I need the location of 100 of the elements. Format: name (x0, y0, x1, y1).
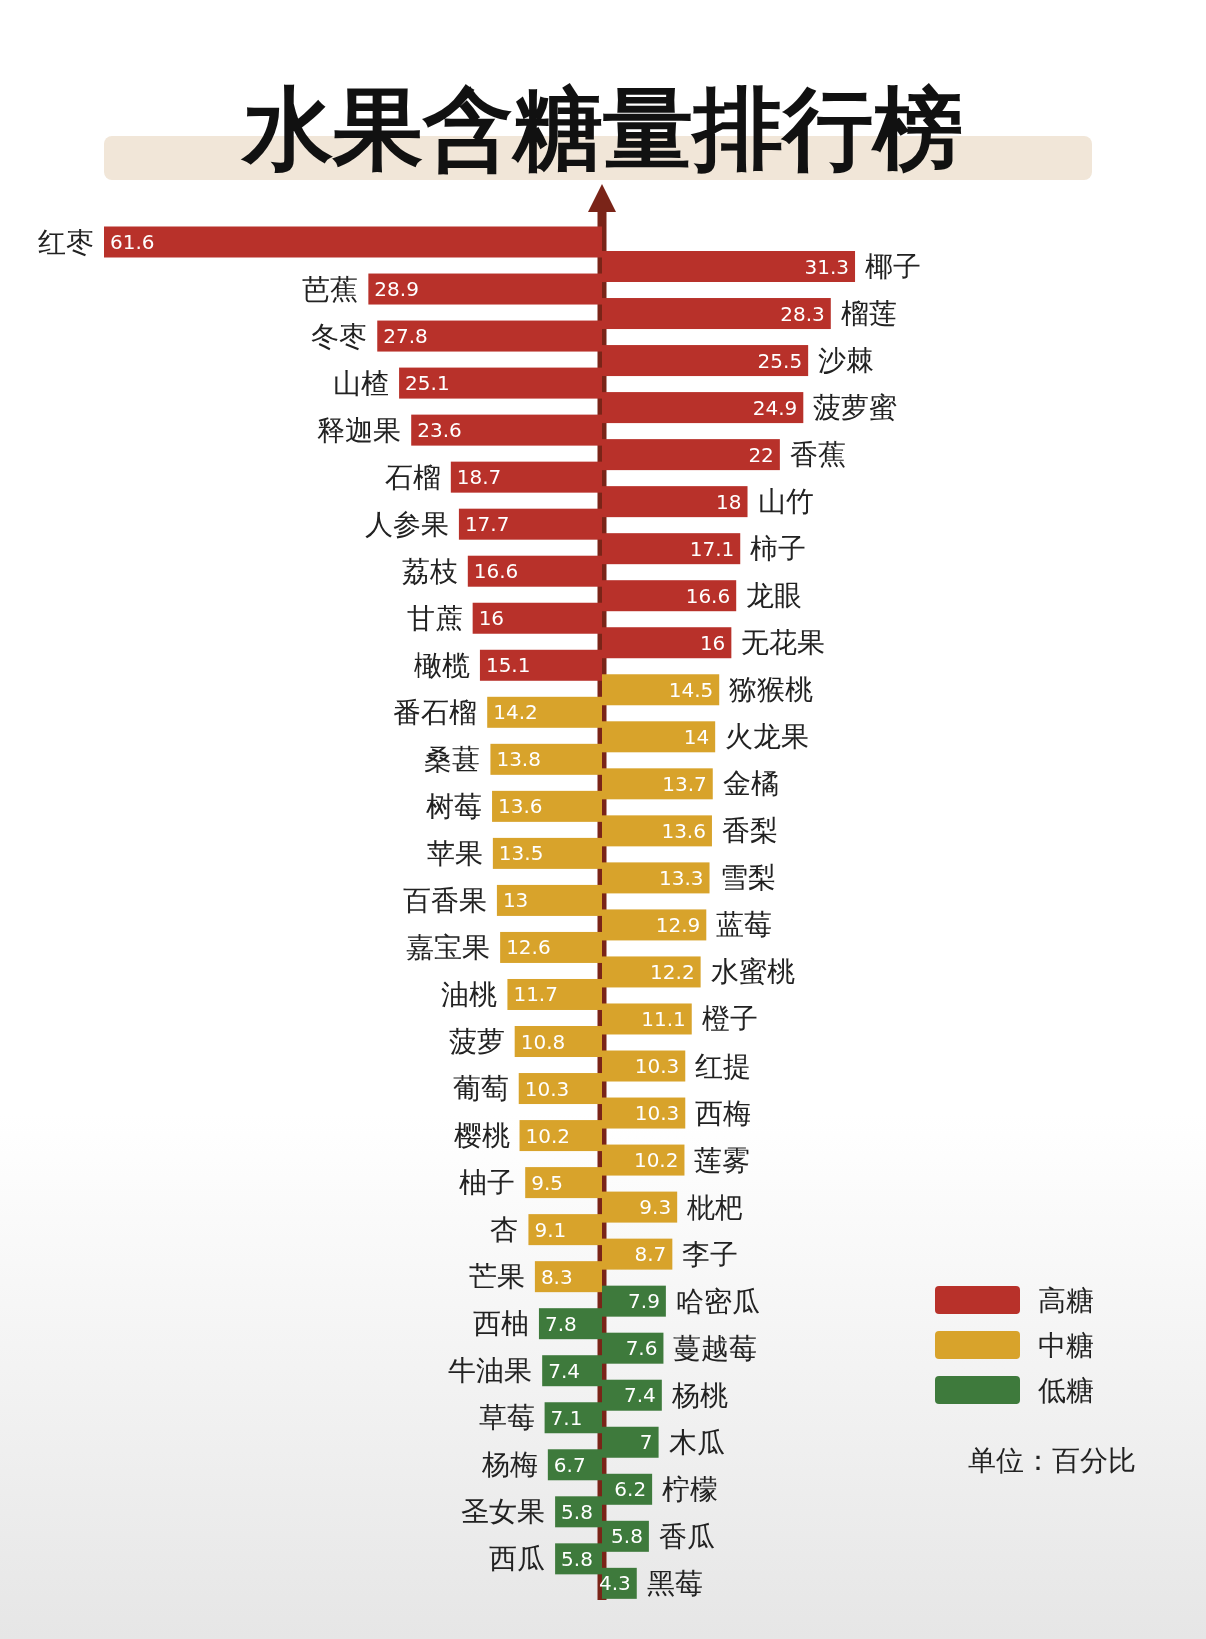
data-label: 17.1 (689, 536, 735, 561)
data-label: 5.8 (611, 1524, 643, 1549)
data-label: 13.5 (498, 841, 544, 866)
data-label: 10.3 (524, 1076, 570, 1101)
data-label: 25.5 (757, 348, 803, 373)
data-label: 5.8 (561, 1499, 593, 1524)
y-tick-label: 山楂 (333, 366, 390, 400)
y-tick-label: 石榴 (384, 460, 441, 494)
data-label: 13.6 (498, 794, 543, 819)
y-tick-label: 牛油果 (448, 1354, 533, 1388)
y-tick-label: 人参果 (364, 507, 449, 541)
data-label: 7.8 (544, 1311, 577, 1336)
y-tick-label: 桑葚 (424, 742, 481, 776)
y-tick-label: 猕猴桃 (729, 673, 814, 707)
data-label: 8.3 (540, 1264, 573, 1289)
data-label: 11.1 (641, 1006, 686, 1031)
data-label: 14.2 (493, 700, 538, 725)
y-tick-label: 西瓜 (489, 1542, 546, 1576)
y-tick-label: 沙棘 (818, 344, 875, 378)
data-label: 61.6 (110, 230, 155, 254)
data-label: 12.9 (655, 912, 701, 937)
data-label: 25.1 (405, 371, 450, 396)
y-tick-label: 杨梅 (480, 1448, 538, 1482)
y-tick-label: 香蕉 (789, 438, 846, 472)
data-label: 7.4 (548, 1358, 580, 1383)
data-label: 6.2 (614, 1477, 647, 1502)
y-tick-label: 嘉宝果 (406, 930, 491, 964)
y-tick-label: 无花果 (741, 626, 826, 660)
y-tick-label: 葡萄 (452, 1072, 509, 1106)
y-tick-label: 苹果 (426, 836, 483, 870)
data-label: 16.6 (685, 583, 731, 608)
y-tick-label: 木瓜 (668, 1425, 725, 1459)
data-label: 7 (639, 1430, 653, 1455)
y-tick-label: 榴莲 (840, 297, 897, 331)
data-label: 7.9 (628, 1289, 660, 1314)
legend-label: 中糖 (1038, 1328, 1094, 1362)
y-tick-label: 橄榄 (413, 648, 470, 682)
y-tick-label: 李子 (682, 1237, 739, 1271)
y-tick-label: 草莓 (478, 1401, 535, 1435)
data-label: 31.3 (804, 254, 850, 279)
data-label: 7.1 (550, 1405, 583, 1430)
y-tick-label: 红提 (695, 1049, 752, 1083)
y-tick-label: 椰子 (865, 250, 922, 283)
y-tick-label: 柠檬 (662, 1472, 719, 1506)
legend-label: 高糖 (1038, 1283, 1094, 1317)
data-label: 10.8 (520, 1029, 566, 1054)
text: 单位：百分比 (968, 1443, 1136, 1477)
data-label: 13.3 (658, 865, 704, 890)
y-tick-label: 芭蕉 (302, 272, 359, 306)
data-label: 23.6 (417, 418, 462, 443)
y-tick-label: 芒果 (468, 1260, 525, 1294)
data-label: 4.3 (598, 1571, 631, 1596)
y-tick-label: 西梅 (695, 1096, 752, 1130)
y-tick-label: 黑莓 (646, 1566, 703, 1600)
data-label: 13.7 (662, 771, 707, 796)
data-label: 28.9 (374, 277, 419, 302)
y-tick-label: 番石榴 (393, 695, 478, 729)
y-tick-label: 柿子 (750, 532, 807, 566)
data-label: 13.8 (496, 747, 541, 772)
data-label: 14.5 (668, 677, 714, 702)
data-label: 16 (699, 630, 726, 655)
y-tick-label: 油桃 (441, 977, 498, 1011)
y-tick-label: 圣女果 (461, 1495, 546, 1529)
data-label: 14 (683, 724, 710, 749)
data-label: 13.6 (661, 818, 706, 843)
data-label: 16 (478, 606, 505, 631)
y-tick-label: 橙子 (701, 1002, 758, 1036)
y-tick-label: 樱桃 (453, 1119, 510, 1153)
y-tick-label: 释迦果 (317, 413, 402, 447)
y-tick-label: 荔枝 (401, 554, 458, 588)
y-tick-label: 金橘 (722, 767, 779, 801)
y-tick-label: 树莓 (426, 789, 483, 823)
data-label: 10.2 (525, 1123, 571, 1148)
data-label: 6.7 (553, 1452, 586, 1477)
data-label: 7.4 (624, 1383, 656, 1408)
data-label: 18 (716, 489, 742, 514)
data-label: 12.2 (650, 959, 695, 984)
y-tick-label: 冬枣 (311, 319, 368, 353)
y-tick-label: 甘蔗 (406, 601, 463, 635)
y-tick-label: 蓝莓 (716, 908, 773, 942)
data-label: 16.6 (473, 559, 519, 584)
y-tick-label: 香梨 (721, 814, 778, 848)
y-tick-label: 龙眼 (746, 579, 803, 613)
y-tick-label: 水蜜桃 (710, 955, 795, 989)
data-label: 27.8 (383, 324, 428, 349)
chart-title: 水果含糖量排行榜 (240, 75, 963, 181)
data-label: 28.3 (780, 301, 825, 326)
data-label: 10.3 (634, 1054, 680, 1079)
y-tick-label: 山竹 (757, 485, 814, 519)
legend-label: 低糖 (1038, 1373, 1094, 1407)
y-tick-label: 西柚 (472, 1307, 529, 1341)
data-label: 15.1 (485, 653, 531, 678)
y-tick-label: 莲雾 (694, 1143, 751, 1177)
data-label: 22 (748, 442, 774, 467)
y-tick-label: 红枣 (38, 225, 94, 259)
y-tick-label: 柚子 (459, 1166, 516, 1200)
data-label: 24.9 (752, 395, 798, 420)
y-tick-label: 火龙果 (725, 720, 810, 754)
y-tick-label: 杏 (490, 1213, 519, 1247)
data-label: 17.7 (464, 512, 510, 537)
